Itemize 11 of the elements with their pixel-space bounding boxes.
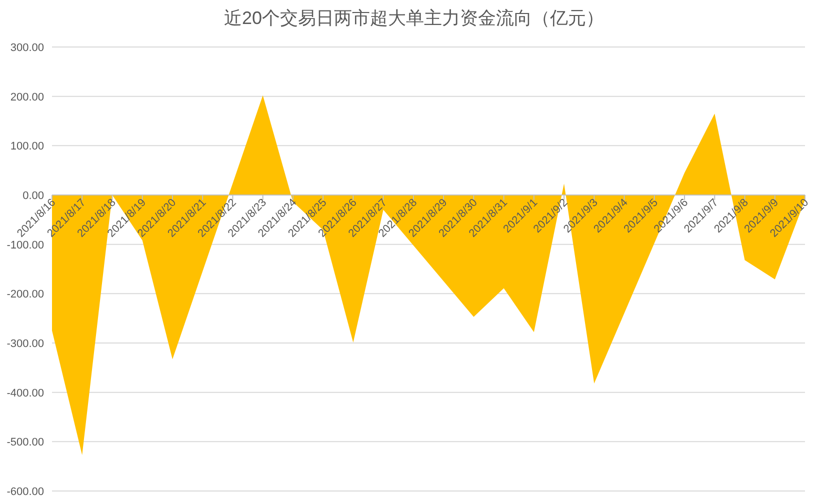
y-tick-label: -600.00: [6, 486, 44, 498]
y-tick-label: -200.00: [6, 288, 44, 301]
y-tick-label: 100.00: [10, 140, 44, 153]
y-tick-label: 0.00: [22, 190, 44, 202]
y-tick-label: -100.00: [6, 239, 44, 252]
y-tick-label: -400.00: [6, 387, 44, 400]
y-tick-label: 300.00: [10, 42, 44, 54]
y-tick-label: 200.00: [10, 91, 44, 104]
y-tick-label: -300.00: [6, 338, 44, 350]
y-tick-label: -500.00: [6, 436, 44, 449]
chart-title: 近20个交易日两市超大单主力资金流向（亿元）: [224, 8, 604, 28]
